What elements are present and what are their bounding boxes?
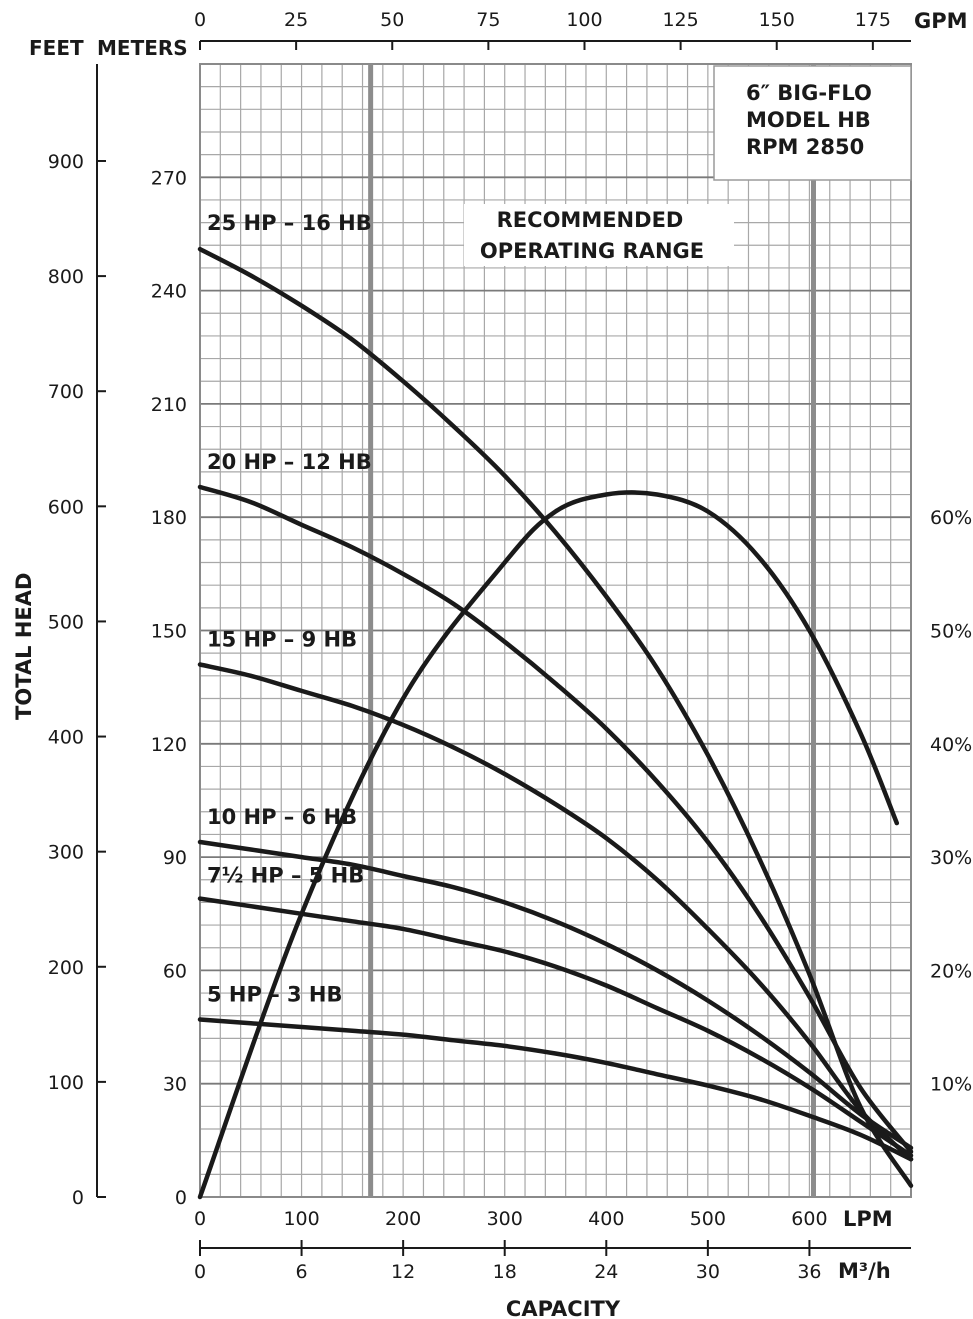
efficiency-tick-label: 40% bbox=[930, 734, 972, 756]
efficiency-tick-label: 20% bbox=[930, 960, 972, 982]
gpm-tick-label: 125 bbox=[662, 9, 698, 31]
pump-curves bbox=[197, 246, 914, 1200]
m3h-tick-label: 36 bbox=[797, 1261, 821, 1283]
m3h-tick-label: 6 bbox=[296, 1261, 308, 1283]
gpm-tick-label: 100 bbox=[566, 9, 602, 31]
feet-tick-label: 100 bbox=[48, 1072, 84, 1094]
feet-tick-label: 800 bbox=[48, 266, 84, 288]
series-label-3: 10 HP – 6 HB bbox=[207, 805, 357, 829]
meters-tick-label: 270 bbox=[151, 167, 187, 189]
efficiency-curve bbox=[197, 490, 900, 1200]
lpm-tick-label: 0 bbox=[194, 1208, 206, 1230]
efficiency-tick-label: 10% bbox=[930, 1074, 972, 1096]
series-label-5: 5 HP – 3 HB bbox=[207, 982, 343, 1006]
feet-tick-label: 500 bbox=[48, 611, 84, 633]
lpm-tick-label: 400 bbox=[588, 1208, 624, 1230]
m3h-unit-label: M³/h bbox=[838, 1259, 891, 1283]
lpm-tick-label: 500 bbox=[690, 1208, 726, 1230]
meters-tick-label: 150 bbox=[151, 621, 187, 643]
lpm-tick-label: 100 bbox=[283, 1208, 319, 1230]
series-label-0: 25 HP – 16 HB bbox=[207, 211, 372, 235]
feet-tick-label: 900 bbox=[48, 151, 84, 173]
efficiency-axis: 10% 20% 30% 40% 50% 60% bbox=[930, 507, 972, 1095]
gpm-unit-label: GPM bbox=[914, 9, 968, 33]
head-curve-2 bbox=[197, 662, 914, 1162]
plot-frame bbox=[199, 63, 912, 1198]
feet-tick-label: 300 bbox=[48, 842, 84, 864]
meters-tick-label: 240 bbox=[151, 281, 187, 303]
head-curve-1 bbox=[197, 484, 914, 1154]
m3h-tick-label: 18 bbox=[493, 1261, 517, 1283]
title-line-3: RPM 2850 bbox=[746, 135, 864, 159]
annotation-line-1: RECOMMENDED bbox=[497, 208, 684, 232]
m3h-tick-label: 24 bbox=[594, 1261, 618, 1283]
efficiency-tick-label: 60% bbox=[930, 507, 972, 529]
meters-tick-label: 60 bbox=[163, 960, 187, 982]
feet-tick-label: 200 bbox=[48, 957, 84, 979]
meters-axis: 0 30 60 90 120 150 180 210 240 270 bbox=[151, 167, 187, 1209]
efficiency-tick-label: 50% bbox=[930, 621, 972, 643]
head-curve-4 bbox=[197, 896, 914, 1158]
head-curve-3 bbox=[197, 839, 914, 1151]
meters-tick-label: 90 bbox=[163, 847, 187, 869]
series-label-4: 7½ HP – 5 HB bbox=[207, 864, 364, 888]
gpm-tick-label: 150 bbox=[759, 9, 795, 31]
gpm-axis: 0 25 50 75 100 125 150 175 GPM bbox=[194, 9, 968, 50]
feet-tick-label: 0 bbox=[72, 1187, 84, 1209]
lpm-tick-label: 600 bbox=[791, 1208, 827, 1230]
gpm-tick-label: 75 bbox=[476, 9, 500, 31]
m3h-axis: 0 6 12 18 24 30 36 bbox=[194, 1240, 911, 1283]
series-label-2: 15 HP – 9 HB bbox=[207, 627, 357, 651]
feet-unit-label: FEET bbox=[29, 36, 84, 60]
series-labels: 25 HP – 16 HB 20 HP – 12 HB 15 HP – 9 HB 10… bbox=[207, 211, 372, 1006]
x-axis-title: CAPACITY bbox=[506, 1297, 621, 1319]
meters-tick-label: 210 bbox=[151, 394, 187, 416]
m3h-tick-label: 0 bbox=[194, 1261, 206, 1283]
meters-tick-label: 180 bbox=[151, 507, 187, 529]
gpm-tick-label: 50 bbox=[380, 9, 404, 31]
feet-axis: 0 100 200 300 400 500 600 700 800 900 bbox=[48, 64, 106, 1209]
lpm-tick-label: 300 bbox=[487, 1208, 523, 1230]
m3h-tick-label: 30 bbox=[696, 1261, 720, 1283]
gpm-tick-label: 25 bbox=[284, 9, 308, 31]
recommended-range-annotation: RECOMMENDED OPERATING RANGE bbox=[464, 204, 734, 266]
meters-unit-label: METERS bbox=[97, 36, 188, 60]
head-curve-0 bbox=[197, 246, 914, 1188]
feet-tick-label: 400 bbox=[48, 727, 84, 749]
grid bbox=[199, 63, 912, 1198]
meters-tick-label: 30 bbox=[163, 1074, 187, 1096]
series-label-1: 20 HP – 12 HB bbox=[207, 450, 372, 474]
title-box: 6″ BIG-FLO MODEL HB RPM 2850 bbox=[713, 65, 912, 181]
feet-tick-label: 600 bbox=[48, 496, 84, 518]
efficiency-tick-label: 30% bbox=[930, 847, 972, 869]
m3h-tick-label: 12 bbox=[391, 1261, 415, 1283]
lpm-tick-label: 200 bbox=[385, 1208, 421, 1230]
lpm-unit-label: LPM bbox=[843, 1207, 893, 1231]
feet-tick-label: 700 bbox=[48, 381, 84, 403]
title-line-1: 6″ BIG-FLO bbox=[746, 81, 872, 105]
meters-tick-label: 0 bbox=[175, 1187, 187, 1209]
lpm-axis: 0 100 200 300 400 500 600 bbox=[194, 1208, 828, 1230]
gpm-tick-label: 175 bbox=[855, 9, 891, 31]
annotation-line-2: OPERATING RANGE bbox=[480, 239, 704, 263]
title-line-2: MODEL HB bbox=[746, 108, 871, 132]
gpm-tick-label: 0 bbox=[194, 9, 206, 31]
meters-tick-label: 120 bbox=[151, 734, 187, 756]
head-curve-5 bbox=[197, 1017, 914, 1162]
y-axis-title: TOTAL HEAD bbox=[12, 573, 36, 720]
